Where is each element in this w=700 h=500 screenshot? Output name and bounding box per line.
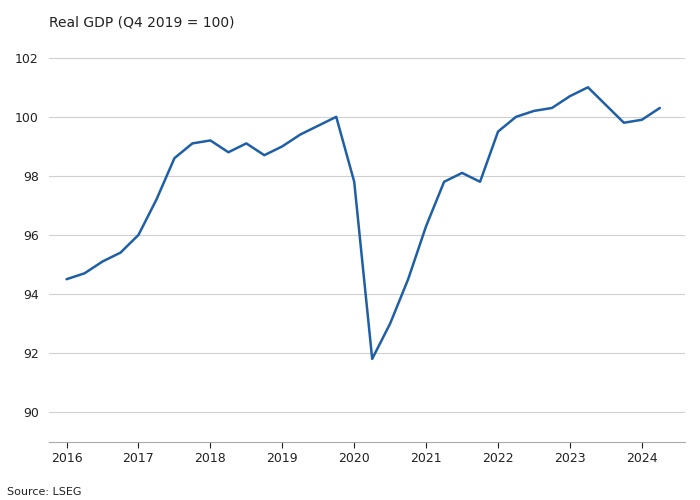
Text: Real GDP (Q4 2019 = 100): Real GDP (Q4 2019 = 100) [48, 15, 234, 29]
Text: Source: LSEG: Source: LSEG [7, 487, 81, 497]
